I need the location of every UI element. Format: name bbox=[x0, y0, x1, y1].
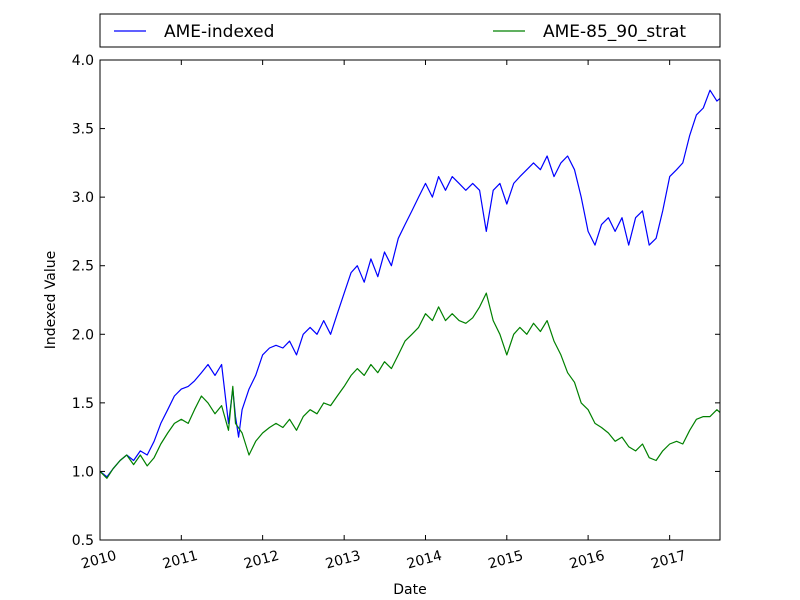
series-layer bbox=[99, 89, 721, 479]
y-tick-label: 4.0 bbox=[72, 53, 94, 69]
y-axis-label: Indexed Value bbox=[43, 251, 59, 350]
y-tick-label: 3.5 bbox=[72, 122, 94, 138]
legend-label-ame-85-90-strat: AME-85_90_strat bbox=[543, 22, 686, 42]
series-line-ame-85-90-strat bbox=[99, 292, 721, 479]
legend: AME-indexed AME-85_90_strat bbox=[99, 13, 721, 48]
y-axis-ticks: 0.5 1.0 1.5 2.0 2.5 3.0 3.5 4.0 bbox=[72, 53, 720, 549]
y-tick-label: 2.5 bbox=[72, 259, 94, 275]
y-tick-label: 1.5 bbox=[72, 396, 94, 412]
legend-label-ame-indexed: AME-indexed bbox=[164, 22, 274, 42]
y-tick-label: 3.0 bbox=[72, 190, 94, 206]
y-tick-label: 0.5 bbox=[72, 533, 94, 549]
legend-box bbox=[99, 13, 721, 48]
y-tick-label: 1.0 bbox=[72, 464, 94, 480]
y-tick-label: 2.0 bbox=[72, 327, 94, 343]
plot-area-frame bbox=[99, 59, 721, 541]
series-line-ame-indexed bbox=[99, 89, 721, 478]
x-axis-label: Date bbox=[393, 582, 426, 598]
